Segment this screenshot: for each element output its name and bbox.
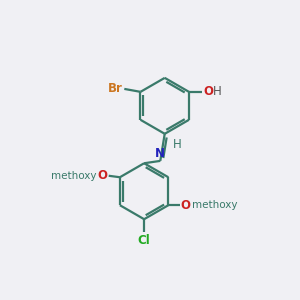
Text: O: O: [203, 85, 213, 98]
Text: Br: Br: [108, 82, 123, 94]
Text: H: H: [173, 139, 182, 152]
Text: Cl: Cl: [138, 234, 151, 247]
Text: methoxy: methoxy: [192, 200, 237, 210]
Text: N: N: [155, 147, 165, 160]
Text: H: H: [212, 85, 221, 98]
Text: methoxy: methoxy: [51, 171, 96, 181]
Text: O: O: [181, 199, 191, 212]
Text: O: O: [98, 169, 107, 182]
